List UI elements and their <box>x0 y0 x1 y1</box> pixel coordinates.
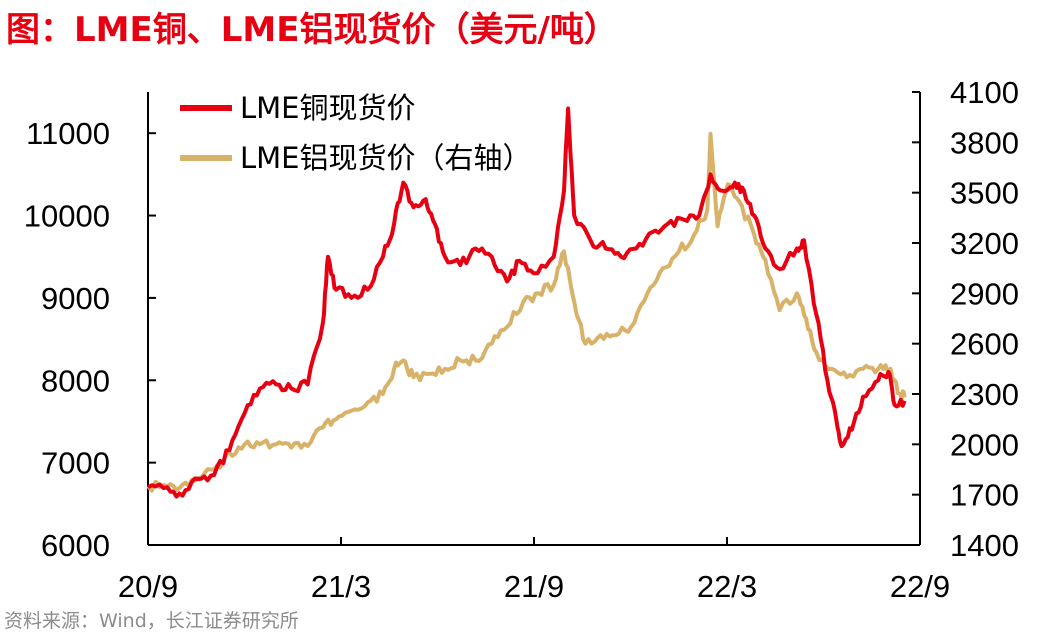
right-tick-label: 1400 <box>950 528 1019 563</box>
left-tick-label: 6000 <box>41 528 110 563</box>
right-tick-label: 1700 <box>950 478 1019 513</box>
right-tick-label: 3800 <box>950 125 1019 160</box>
source-note: 资料来源：Wind，长江证券研究所 <box>4 610 299 632</box>
axes: 6000 7000 8000 9000 10000 11000 1400 1700 2000 23… <box>24 75 1019 604</box>
left-tick-label: 7000 <box>41 446 110 481</box>
series-line-copper <box>147 106 907 499</box>
x-tick-label: 20/9 <box>118 569 178 604</box>
x-tick-label: 22/9 <box>890 569 950 604</box>
chart-title: 图：LME铜、LME铝现货价（美元/吨） <box>6 10 618 50</box>
right-tick-label: 2600 <box>950 327 1019 362</box>
plot-area <box>146 106 907 499</box>
right-tick-label: 4100 <box>950 75 1019 110</box>
right-tick-label: 2000 <box>950 427 1019 462</box>
right-tick-label: 3200 <box>950 226 1019 261</box>
x-tick-label: 22/3 <box>697 569 757 604</box>
legend-label: LME铝现货价（右轴） <box>240 141 532 175</box>
x-tick-label: 21/3 <box>311 569 371 604</box>
left-tick-label: 11000 <box>26 116 110 151</box>
left-tick-label: 10000 <box>24 199 110 234</box>
left-tick-label: 9000 <box>41 281 110 316</box>
right-tick-label: 2900 <box>950 276 1019 311</box>
legend-label: LME铜现货价 <box>240 91 416 125</box>
series-line-aluminum <box>146 131 907 493</box>
x-tick-label: 21/9 <box>504 569 564 604</box>
legend: LME铜现货价 LME铝现货价（右轴） <box>180 91 532 175</box>
right-tick-label: 3500 <box>950 176 1019 211</box>
left-tick-label: 8000 <box>41 363 110 398</box>
right-tick-label: 2300 <box>950 377 1019 412</box>
